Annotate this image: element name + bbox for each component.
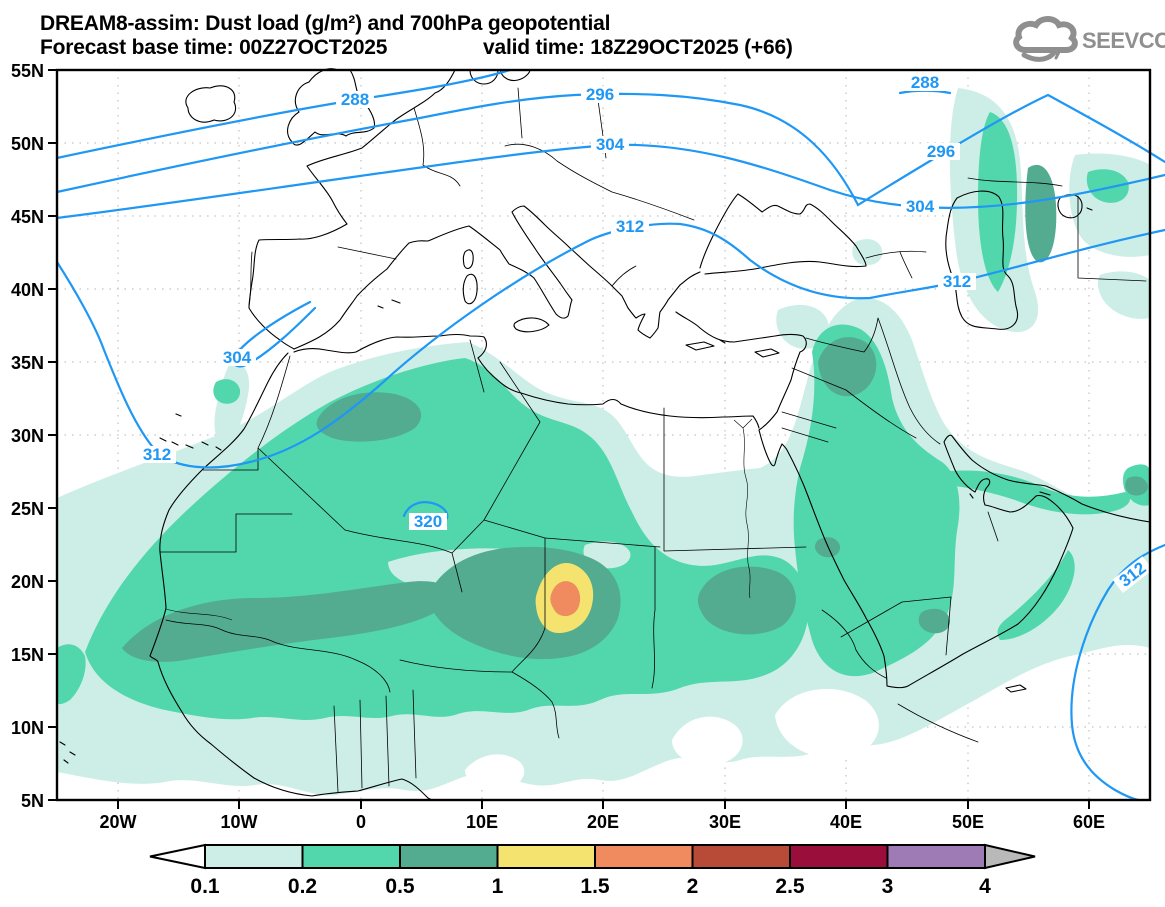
lat-label: 40N xyxy=(11,280,44,300)
contour-label: 312 xyxy=(938,272,976,291)
valid-time: valid time: 18Z29OCT2025 (+66) xyxy=(483,36,793,59)
colorbar-segment xyxy=(399,844,499,869)
colorbar-segment xyxy=(496,844,596,869)
contour-label: 296 xyxy=(581,85,619,104)
svg-text:312: 312 xyxy=(943,272,971,291)
lat-label: 5N xyxy=(21,791,44,811)
contour-label: 288 xyxy=(906,73,944,92)
colorbar-segment xyxy=(886,844,986,869)
lon-label: 60E xyxy=(1073,812,1105,832)
lon-label: 20E xyxy=(587,812,619,832)
lat-ticks xyxy=(48,69,57,801)
contour-label: 304 xyxy=(591,135,629,154)
contour-label: 288 xyxy=(336,90,374,109)
contour-304-long xyxy=(55,143,1165,220)
lat-axis: 55N 50N 45N 40N 35N 30N 25N 20N 15N 10N … xyxy=(11,61,57,811)
contour-296-long xyxy=(55,92,1165,207)
lat-label: 15N xyxy=(11,645,44,665)
svg-text:304: 304 xyxy=(906,197,935,216)
colorbar-segment xyxy=(789,844,889,869)
contour-label: 320 xyxy=(409,512,447,531)
colorbar-tick-label: 1 xyxy=(492,875,504,898)
lat-label: 45N xyxy=(11,207,44,227)
lon-label: 50E xyxy=(952,812,984,832)
svg-text:312: 312 xyxy=(616,217,644,236)
dust-shading xyxy=(57,88,1150,796)
svg-text:296: 296 xyxy=(927,142,955,161)
colorbar-above-arrow xyxy=(984,843,1036,870)
colorbar-tick-label: 2.5 xyxy=(775,875,805,898)
lon-label: 0 xyxy=(356,812,366,832)
lon-ticks xyxy=(117,800,1090,809)
svg-text:312: 312 xyxy=(143,445,171,464)
contour-label-group: 288 296 304 312 288 296 304 312 304 312 … xyxy=(138,73,1153,594)
colorbar-segment xyxy=(691,844,791,869)
lon-label: 10W xyxy=(220,812,257,832)
country-borders xyxy=(159,87,1147,793)
colorbar-tick-label: 0.5 xyxy=(385,875,415,898)
svg-text:304: 304 xyxy=(223,348,252,367)
contour-288-west xyxy=(55,68,512,160)
lat-label: 30N xyxy=(11,426,44,446)
colorbar-tick-label: 0.2 xyxy=(288,875,317,898)
colorbar-below-arrow xyxy=(149,843,206,870)
seevccc-logo: SEEVCCC xyxy=(1013,16,1165,62)
lon-label: 30E xyxy=(709,812,741,832)
lat-label: 10N xyxy=(11,718,44,738)
colorbar-segment xyxy=(594,844,694,869)
svg-text:288: 288 xyxy=(911,73,939,92)
lon-axis: 20W 10W 0 10E 20E 30E 40E 50E 60E xyxy=(99,800,1105,832)
colorbar-tick-label: 3 xyxy=(882,875,894,898)
colorbar-tick-label: 2 xyxy=(687,875,699,898)
contour-label: 304 xyxy=(901,197,939,216)
coastlines xyxy=(59,68,1151,801)
cloud-icon xyxy=(1013,16,1078,62)
contour-312-long xyxy=(55,222,1165,469)
colorbar: 0.1 0.2 0.5 1 1.5 2 2.5 3 4 xyxy=(149,843,1036,898)
colorbar-tick-label: 1.5 xyxy=(580,875,610,898)
svg-text:288: 288 xyxy=(341,90,369,109)
lat-label: 35N xyxy=(11,353,44,373)
contour-label: 312 xyxy=(138,445,176,464)
svg-text:296: 296 xyxy=(586,85,614,104)
rivers xyxy=(165,418,753,621)
lon-label: 40E xyxy=(830,812,862,832)
forecast-base-time: Forecast base time: 00Z27OCT2025 xyxy=(40,36,388,59)
logo-text: SEEVCCC xyxy=(1082,28,1165,53)
chart-title: DREAM8-assim: Dust load (g/m²) and 700hP… xyxy=(40,12,610,35)
dust-holes xyxy=(465,688,879,791)
contour-label: 304 xyxy=(218,348,256,367)
lat-label: 55N xyxy=(11,61,44,81)
lat-label: 50N xyxy=(11,134,44,154)
dust-layer-1.5 xyxy=(550,581,581,617)
lat-label: 20N xyxy=(11,572,44,592)
colorbar-segment xyxy=(301,844,401,869)
lat-label: 25N xyxy=(11,499,44,519)
colorbar-tick-label: 0.1 xyxy=(190,875,220,898)
colorbar-segment xyxy=(204,844,304,869)
contour-label: 312 xyxy=(611,217,649,236)
lon-label: 10E xyxy=(466,812,498,832)
map-plot: 288 296 304 312 288 296 304 312 304 312 … xyxy=(11,61,1165,832)
lon-label: 20W xyxy=(99,812,136,832)
svg-text:304: 304 xyxy=(596,135,625,154)
svg-text:320: 320 xyxy=(414,512,442,531)
contour-label: 296 xyxy=(922,142,960,161)
chart-header: DREAM8-assim: Dust load (g/m²) and 700hP… xyxy=(40,12,793,59)
colorbar-tick-label: 4 xyxy=(979,875,991,898)
